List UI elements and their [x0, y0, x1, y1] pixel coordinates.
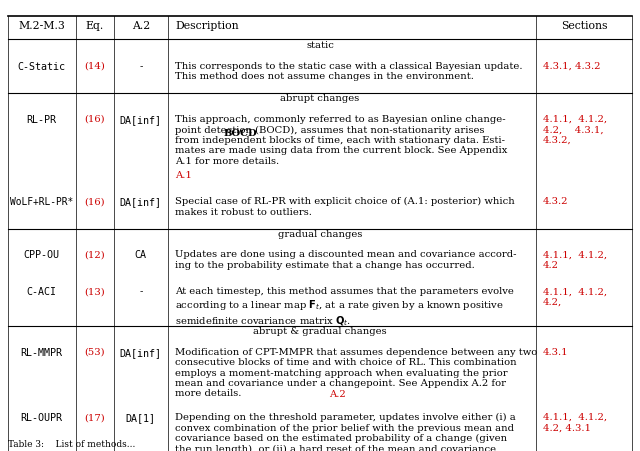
- Text: 4.1.1,  4.1.2,
4.2,    4.3.1,
4.3.2,: 4.1.1, 4.1.2, 4.2, 4.3.1, 4.3.2,: [543, 115, 607, 145]
- Text: Eq.: Eq.: [86, 21, 104, 31]
- Text: abrupt changes: abrupt changes: [280, 94, 360, 103]
- Text: Depending on the threshold parameter, updates involve either (i) a
convex combin: Depending on the threshold parameter, up…: [175, 413, 516, 451]
- Text: 4.3.2: 4.3.2: [543, 197, 568, 206]
- Text: This approach, commonly referred to as Bayesian online change-
point detection (: This approach, commonly referred to as B…: [175, 115, 508, 166]
- Text: (14): (14): [84, 62, 105, 71]
- Text: (17): (17): [84, 413, 105, 422]
- Text: 4.1.1,  4.1.2,
4.2,: 4.1.1, 4.1.2, 4.2,: [543, 287, 607, 307]
- Text: A.2: A.2: [329, 390, 346, 399]
- Text: abrupt & gradual changes: abrupt & gradual changes: [253, 327, 387, 336]
- Text: DA[1]: DA[1]: [126, 413, 156, 423]
- Text: 4.1.1,  4.1.2,
4.2: 4.1.1, 4.1.2, 4.2: [543, 250, 607, 270]
- Text: M.2-M.3: M.2-M.3: [18, 21, 65, 31]
- Text: A.2: A.2: [132, 21, 150, 31]
- Text: 4.1.1,  4.1.2,
4.2, 4.3.1: 4.1.1, 4.1.2, 4.2, 4.3.1: [543, 413, 607, 433]
- Text: Special case of RL-PR with explicit choice of (A.1: posterior) which
makes it ro: Special case of RL-PR with explicit choi…: [175, 197, 515, 216]
- Text: gradual changes: gradual changes: [278, 230, 362, 239]
- Text: Table 3:    List of methods...: Table 3: List of methods...: [8, 440, 135, 449]
- Text: (12): (12): [84, 250, 105, 259]
- Text: WoLF+RL-PR*: WoLF+RL-PR*: [10, 197, 73, 207]
- Text: RL-OUPR: RL-OUPR: [20, 413, 63, 423]
- Text: C-Static: C-Static: [18, 62, 65, 72]
- Text: RL-MMPR: RL-MMPR: [20, 348, 63, 358]
- Text: DA[inf]: DA[inf]: [120, 197, 162, 207]
- Text: 4.3.1: 4.3.1: [543, 348, 568, 357]
- Text: DA[inf]: DA[inf]: [120, 348, 162, 358]
- Text: Modification of CPT-MMPR that assumes dependence between any two
consecutive blo: Modification of CPT-MMPR that assumes de…: [175, 348, 538, 398]
- Text: At each timestep, this method assumes that the parameters evolve
according to a : At each timestep, this method assumes th…: [175, 287, 514, 328]
- Text: RL-PR: RL-PR: [27, 115, 56, 125]
- Text: -: -: [139, 287, 143, 296]
- Text: C-ACI: C-ACI: [27, 287, 56, 297]
- Text: -: -: [139, 62, 143, 71]
- Text: A.1: A.1: [175, 171, 192, 180]
- Text: This corresponds to the static case with a classical Bayesian update.
This metho: This corresponds to the static case with…: [175, 62, 523, 81]
- Text: Description: Description: [175, 21, 239, 31]
- Text: static: static: [306, 41, 334, 50]
- Text: (16): (16): [84, 115, 105, 124]
- Text: (53): (53): [84, 348, 105, 357]
- Text: 4.3.1, 4.3.2: 4.3.1, 4.3.2: [543, 62, 600, 71]
- Text: Sections: Sections: [561, 21, 607, 31]
- Text: Updates are done using a discounted mean and covariance accord-
ing to the proba: Updates are done using a discounted mean…: [175, 250, 517, 270]
- Text: CA: CA: [135, 250, 147, 260]
- Text: BOCD: BOCD: [224, 129, 257, 138]
- Text: (13): (13): [84, 287, 105, 296]
- Text: DA[inf]: DA[inf]: [120, 115, 162, 125]
- Text: (16): (16): [84, 197, 105, 206]
- Text: CPP-OU: CPP-OU: [24, 250, 60, 260]
